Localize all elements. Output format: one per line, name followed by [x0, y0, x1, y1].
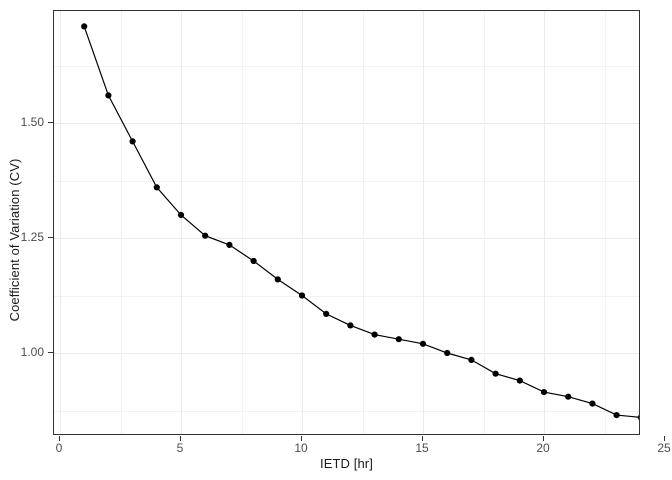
gridline-vertical-minor — [121, 11, 122, 434]
series-points-cv — [81, 23, 639, 420]
x-axis-tick-mark — [543, 436, 544, 441]
gridline-horizontal-minor — [54, 66, 639, 67]
y-axis-tick-label: 1.25 — [20, 230, 44, 244]
gridline-vertical-minor — [242, 11, 243, 434]
gridline-horizontal-minor — [54, 411, 639, 412]
data-point — [637, 414, 639, 420]
gridline-vertical-major — [60, 11, 61, 434]
y-axis-tick-mark — [48, 237, 53, 238]
gridline-vertical-minor — [484, 11, 485, 434]
x-axis-tick-mark — [664, 436, 665, 441]
data-point — [323, 310, 330, 317]
gridline-horizontal-major — [54, 123, 639, 124]
y-axis-tick-labels: 1.00 1.25 1.50 — [0, 0, 44, 480]
x-axis-tick-labels: 0 5 10 15 20 25 — [0, 441, 672, 459]
data-point — [202, 232, 209, 239]
gridline-horizontal-minor — [54, 181, 639, 182]
data-point — [492, 370, 499, 377]
gridline-vertical-minor — [605, 11, 606, 434]
data-series-layer — [81, 23, 639, 420]
data-point — [177, 211, 185, 219]
y-axis-tick-mark — [48, 122, 53, 123]
data-point — [444, 349, 451, 357]
data-point — [371, 331, 378, 338]
plot-panel — [53, 10, 640, 435]
data-point — [153, 184, 160, 191]
data-point — [468, 356, 475, 363]
data-point — [226, 241, 233, 248]
data-point — [81, 23, 88, 30]
x-axis-tick-mark — [301, 436, 302, 441]
data-point — [274, 276, 281, 283]
gridline-horizontal-minor — [54, 296, 639, 297]
x-axis-tick-mark — [180, 436, 181, 441]
data-point — [129, 138, 136, 145]
gridline-vertical-major — [544, 11, 545, 434]
x-axis-tick-label: 25 — [657, 441, 671, 455]
gridline-horizontal-major — [54, 238, 639, 239]
x-axis-tick-label: 20 — [536, 441, 550, 455]
x-axis-tick-mark — [59, 436, 60, 441]
y-axis-tick-label: 1.50 — [20, 115, 44, 129]
y-axis-tick-label: 1.00 — [20, 345, 44, 359]
data-point — [516, 377, 523, 384]
x-axis-title: IETD [hr] — [320, 455, 373, 471]
x-axis-tick-label: 15 — [415, 441, 429, 455]
data-point — [347, 322, 354, 329]
data-point — [589, 400, 596, 407]
x-axis-tick-label: 10 — [294, 441, 308, 455]
y-axis-tick-mark — [48, 352, 53, 353]
data-point — [395, 336, 402, 343]
data-point — [250, 257, 257, 265]
gridline-vertical-major — [181, 11, 182, 434]
x-axis-tick-label: 0 — [55, 441, 63, 455]
gridline-vertical-minor — [363, 11, 364, 434]
gridline-horizontal-major — [54, 353, 639, 354]
data-point — [565, 393, 572, 400]
x-axis-tick-mark — [422, 436, 423, 441]
data-point — [540, 389, 548, 396]
data-point — [419, 340, 427, 347]
series-line-cv — [83, 26, 639, 418]
data-point — [105, 92, 112, 99]
gridline-vertical-major — [423, 11, 424, 434]
gridline-vertical-major — [302, 11, 303, 434]
x-axis-tick-label: 5 — [176, 441, 184, 455]
data-point — [613, 412, 620, 419]
data-point — [298, 292, 306, 299]
